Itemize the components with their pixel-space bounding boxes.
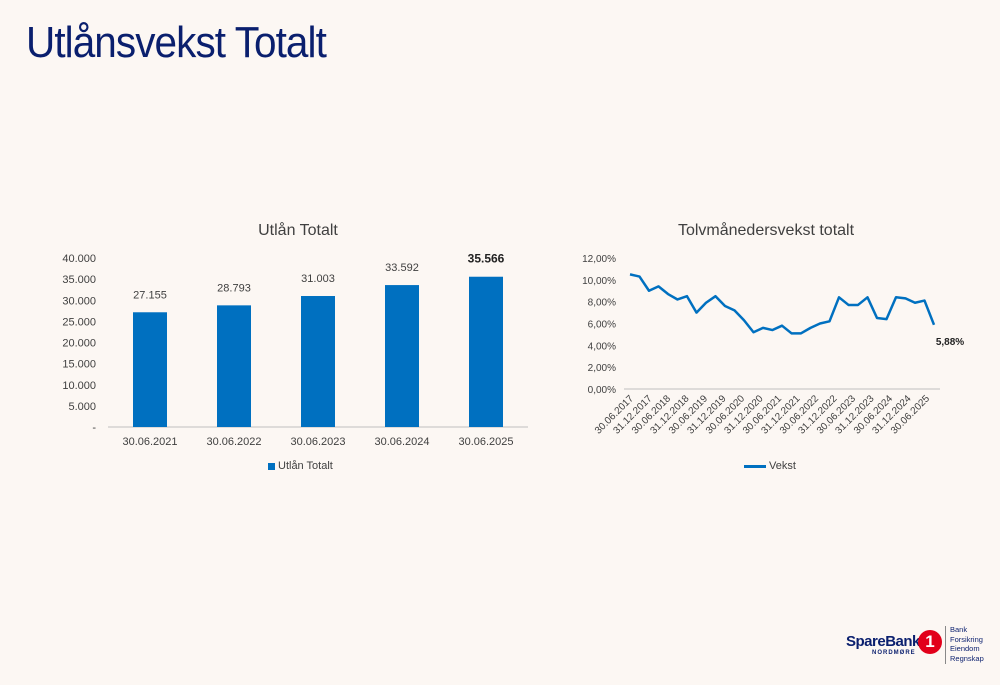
logo-brand: SpareBank: [846, 633, 920, 650]
x-tick-label: 30.06.2024: [374, 436, 429, 448]
y-tick-label: 30.000: [62, 295, 96, 307]
bar-data-label: 31.003: [301, 273, 335, 285]
y-tick-label: 2,00%: [588, 363, 616, 374]
y-tick-label: 12,00%: [582, 254, 616, 265]
legend-swatch: [268, 462, 275, 470]
bar: [133, 312, 167, 427]
sparebank-logo: SpareBank NORDMØRE 1 Bank Forsikring Eie…: [846, 625, 986, 666]
y-tick-label: 4,00%: [588, 341, 616, 352]
y-tick-label: 6,00%: [588, 320, 616, 331]
logo-services: Bank Forsikring Eiendom Regnskap: [950, 625, 984, 663]
bar-data-label: 27.155: [133, 289, 167, 301]
y-tick-label: 5.000: [68, 401, 96, 413]
bar-data-label: 28.793: [217, 282, 251, 294]
bar-data-label: 33.592: [385, 262, 419, 274]
y-tick-label: 10,00%: [582, 276, 616, 287]
legend-swatch: [744, 464, 766, 468]
logo-service: Bank: [950, 625, 968, 634]
bar-chart-title: Utlån Totalt: [258, 222, 338, 239]
logo-service: Forsikring: [950, 634, 983, 644]
y-tick-label: 25.000: [62, 316, 96, 328]
y-tick-label: 8,00%: [588, 298, 616, 309]
logo-symbol-icon: 1: [918, 630, 942, 654]
bar: [301, 296, 335, 427]
logo-region: NORDMØRE: [872, 650, 916, 656]
y-tick-label: 40.000: [62, 253, 96, 265]
end-data-label: 5,88%: [936, 337, 964, 348]
page-title: Utlånsvekst Totalt: [26, 18, 327, 67]
legend-label: Utlån Totalt: [278, 460, 333, 472]
y-tick-label: 20.000: [62, 338, 96, 350]
legend-label: Vekst: [769, 460, 796, 472]
logo-service: Eiendom: [950, 644, 980, 653]
bar-chart-legend: Utlån Totalt: [268, 460, 333, 472]
line-chart-title: Tolvmånedersvekst totalt: [677, 222, 855, 239]
line-chart-legend: Vekst: [744, 460, 796, 472]
logo-divider: [945, 626, 946, 664]
logo-service: Regnskap: [950, 653, 984, 663]
y-tick-label: 10.000: [62, 380, 96, 392]
x-tick-label: 30.06.2023: [290, 436, 345, 448]
y-tick-label: -: [92, 422, 96, 434]
x-tick-label: 30.06.2022: [206, 436, 261, 448]
y-tick-label: 15.000: [62, 359, 96, 371]
bar: [385, 285, 419, 427]
y-tick-label: 0,00%: [588, 385, 616, 396]
series-line-vekst: [629, 273, 936, 335]
x-tick-label: 30.06.2025: [458, 436, 513, 448]
y-tick-label: 35.000: [62, 274, 96, 286]
x-tick-label: 30.06.2021: [122, 436, 177, 448]
bar-data-label: 35.566: [468, 252, 505, 266]
bar: [469, 276, 503, 427]
bar: [217, 305, 251, 427]
